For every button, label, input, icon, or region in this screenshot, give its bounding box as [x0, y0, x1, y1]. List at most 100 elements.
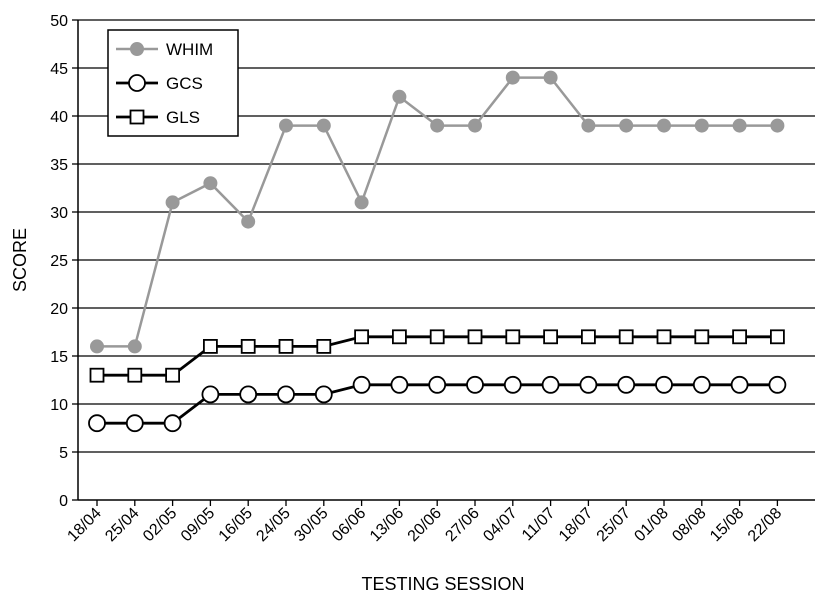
- data-point: [503, 375, 522, 394]
- data-point: [618, 329, 634, 345]
- data-point: [202, 338, 218, 354]
- data-point: [239, 385, 258, 404]
- data-point: [241, 214, 256, 229]
- data-point: [579, 375, 598, 394]
- data-point: [165, 195, 180, 210]
- y-tick-labels: 0 5 10 15 20 25 30 35 40 45 50: [50, 13, 68, 510]
- x-tick-label: 20/06: [405, 505, 445, 545]
- x-tick-label: 18/04: [64, 505, 104, 545]
- data-point: [352, 375, 371, 394]
- series-gcs: [88, 375, 787, 433]
- data-point: [278, 338, 294, 354]
- data-point: [467, 329, 483, 345]
- x-tick-label: 08/08: [669, 505, 709, 545]
- data-point: [430, 118, 445, 133]
- legend-marker: [130, 42, 144, 56]
- y-tick-label: 15: [50, 349, 68, 366]
- data-point: [732, 118, 747, 133]
- y-tick-label: 50: [50, 13, 68, 30]
- data-point: [277, 385, 295, 404]
- data-point: [655, 375, 673, 394]
- data-point: [163, 414, 182, 433]
- data-point: [694, 329, 710, 345]
- data-point: [429, 329, 445, 345]
- series-lines: [88, 70, 787, 433]
- data-point: [88, 414, 106, 433]
- data-point: [201, 385, 220, 404]
- axes: [77, 20, 815, 501]
- legend-marker: [129, 109, 145, 125]
- gridlines: [72, 19, 815, 506]
- x-tick-label: 24/05: [253, 505, 293, 545]
- x-tick-label: 16/05: [216, 505, 256, 545]
- legend-item-whim: WHIM: [116, 40, 213, 59]
- data-point: [656, 329, 672, 345]
- x-tick-label: 22/08: [745, 505, 785, 545]
- y-tick-label: 20: [50, 301, 68, 318]
- data-point: [768, 375, 787, 394]
- data-point: [770, 329, 785, 345]
- y-tick-label: 35: [50, 157, 68, 174]
- legend: WHIM GCS GLS: [107, 29, 239, 137]
- data-point: [541, 375, 560, 394]
- y-tick-label: 10: [50, 397, 68, 414]
- data-point: [316, 338, 332, 354]
- data-point: [543, 70, 558, 85]
- data-point: [657, 118, 671, 133]
- data-point: [390, 375, 409, 394]
- data-point: [770, 118, 785, 133]
- data-point: [316, 118, 331, 133]
- x-tick-label: 18/07: [556, 505, 596, 545]
- x-tick-label: 02/05: [140, 505, 180, 545]
- data-point: [692, 375, 711, 394]
- x-tick-label: 01/08: [631, 505, 671, 545]
- x-tick-label: 27/06: [442, 505, 482, 545]
- data-point: [90, 339, 104, 354]
- x-tick-labels: 18/0425/0402/0509/0516/0524/0530/0506/06…: [64, 505, 785, 545]
- data-point: [505, 70, 520, 85]
- data-point: [543, 329, 558, 345]
- y-tick-label: 5: [59, 445, 68, 462]
- y-tick-label: 45: [50, 61, 68, 78]
- data-point: [127, 339, 142, 354]
- legend-item-gls: GLS: [116, 108, 200, 127]
- data-point: [314, 385, 333, 404]
- series-gls: [89, 329, 785, 383]
- legend-label: WHIM: [166, 40, 213, 59]
- data-point: [279, 118, 293, 133]
- data-point: [203, 176, 218, 191]
- x-tick-label: 15/08: [707, 505, 747, 545]
- legend-item-gcs: GCS: [116, 74, 203, 93]
- data-point: [732, 329, 747, 345]
- data-point: [581, 329, 596, 345]
- x-tick-label: 09/05: [178, 505, 218, 545]
- data-point: [165, 367, 181, 383]
- data-point: [694, 118, 709, 133]
- data-point: [240, 338, 256, 354]
- data-point: [730, 375, 749, 394]
- legend-label: GCS: [166, 74, 203, 93]
- data-point: [127, 367, 143, 383]
- x-tick-label: 06/06: [329, 505, 369, 545]
- y-axis-title: SCORE: [10, 228, 30, 292]
- data-point: [89, 367, 105, 383]
- data-point: [466, 375, 484, 394]
- y-tick-label: 40: [50, 109, 68, 126]
- x-tick-label: 30/05: [291, 505, 331, 545]
- x-axis-title: TESTING SESSION: [361, 574, 524, 594]
- y-tick-label: 0: [59, 493, 68, 510]
- data-point: [428, 375, 447, 394]
- y-tick-label: 25: [50, 253, 68, 270]
- x-tick-label: 13/06: [367, 505, 407, 545]
- x-tick-label: 11/07: [519, 505, 559, 545]
- data-point: [392, 89, 407, 104]
- data-point: [468, 118, 482, 133]
- data-point: [354, 329, 370, 345]
- x-tick-label: 25/04: [102, 505, 142, 545]
- data-point: [391, 329, 407, 345]
- data-point: [581, 118, 596, 133]
- x-tick-label: 04/07: [480, 505, 520, 545]
- y-tick-label: 30: [50, 205, 68, 222]
- data-point: [617, 375, 636, 394]
